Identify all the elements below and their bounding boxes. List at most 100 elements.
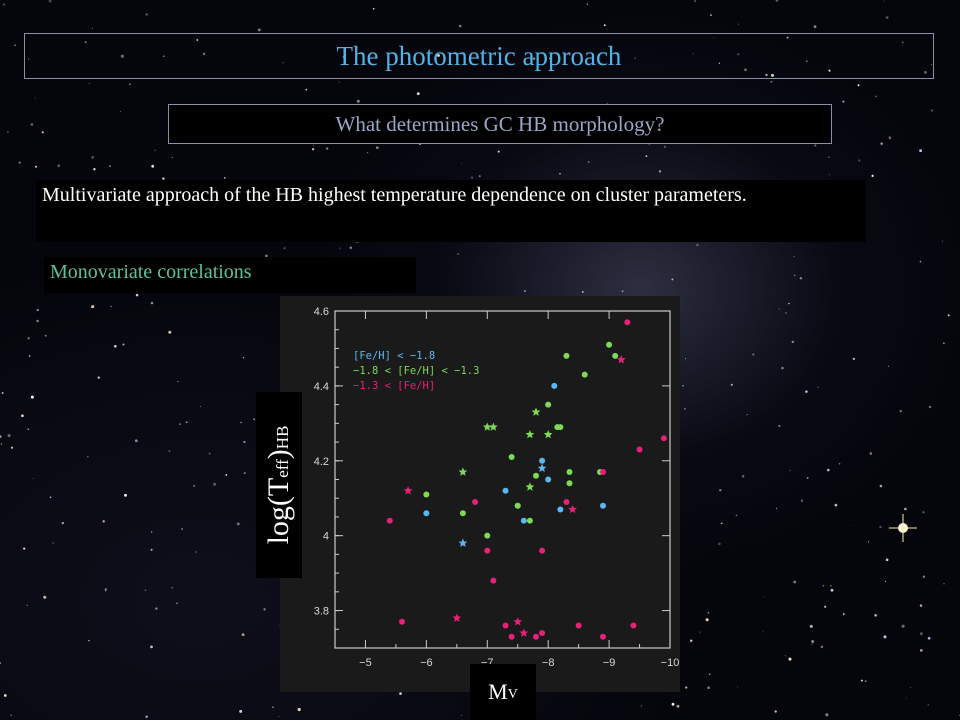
star: [10, 446, 14, 449]
legend-entry: [Fe/H] < −1.8: [353, 350, 435, 362]
star: [162, 55, 165, 57]
star: [842, 613, 845, 615]
data-point-star: [482, 422, 492, 431]
data-point: [533, 472, 539, 479]
data-point: [423, 491, 430, 498]
star: [185, 421, 188, 424]
star: [824, 605, 827, 608]
star: [168, 330, 172, 334]
star: [460, 715, 462, 716]
bright-star: [889, 514, 917, 542]
star: [762, 631, 764, 633]
star: [586, 3, 589, 5]
data-point: [600, 633, 606, 640]
star: [885, 558, 889, 562]
star: [61, 521, 64, 525]
star: [830, 585, 832, 587]
star: [145, 715, 148, 719]
star: [120, 54, 124, 58]
star: [102, 520, 105, 523]
data-point: [386, 517, 393, 524]
legend-entry: −1.8 < [Fe/H] < −1.3: [353, 365, 479, 377]
star: [203, 52, 206, 55]
star: [730, 383, 733, 386]
star: [135, 293, 139, 297]
star: [93, 168, 96, 171]
star: [394, 56, 397, 58]
star: [852, 357, 855, 361]
star: [834, 503, 838, 507]
data-point: [624, 319, 631, 326]
y-tick-label: 4.6: [314, 306, 329, 318]
star: [919, 261, 922, 263]
data-point: [563, 352, 570, 359]
data-point-star: [543, 429, 553, 439]
data-point-star: [531, 407, 541, 416]
data-point-star: [488, 422, 498, 431]
star: [902, 41, 904, 44]
data-point: [490, 577, 497, 584]
star: [692, 53, 694, 55]
scatter-chart: −5 −6 −7 −8 −9 −103.844.24.44.6 [Fe/H] < −1.8…: [314, 306, 680, 669]
y-axis-label-close: ): [262, 449, 295, 460]
star: [930, 109, 934, 112]
star: [21, 414, 24, 418]
star: [814, 144, 817, 147]
star: [867, 541, 870, 543]
x-axis-label-main: M: [488, 679, 508, 704]
star: [338, 81, 340, 83]
data-point: [502, 487, 509, 494]
star: [791, 340, 794, 344]
star: [129, 83, 131, 86]
star: [14, 44, 16, 47]
star: [685, 686, 688, 689]
x-tick-label: −5: [359, 657, 372, 669]
star: [671, 702, 675, 706]
slide-title: The photometric approach: [24, 33, 934, 79]
star: [853, 525, 855, 526]
data-point: [484, 532, 491, 539]
star: [640, 705, 642, 707]
star: [27, 428, 29, 430]
data-point: [539, 547, 546, 554]
star: [884, 580, 887, 582]
star: [124, 493, 127, 497]
star: [788, 302, 790, 305]
star: [91, 305, 95, 309]
star: [26, 604, 28, 606]
star: [171, 156, 173, 159]
star: [36, 319, 39, 323]
star: [806, 60, 808, 63]
data-point-star: [403, 486, 413, 495]
star: [883, 0, 885, 2]
star: [741, 475, 745, 478]
star: [924, 71, 927, 74]
star: [752, 353, 755, 356]
star: [532, 57, 536, 61]
star: [737, 686, 739, 688]
star: [737, 53, 740, 56]
data-point: [423, 510, 430, 517]
star: [943, 583, 945, 585]
star: [263, 608, 266, 611]
data-point: [563, 498, 570, 505]
star: [97, 376, 100, 379]
data-point-star: [525, 482, 535, 491]
star: [239, 709, 243, 713]
star: [28, 355, 31, 357]
star: [799, 277, 803, 280]
star: [720, 522, 723, 525]
star: [326, 147, 329, 150]
star: [84, 41, 87, 44]
star: [88, 639, 90, 642]
star: [820, 645, 824, 649]
star: [523, 290, 526, 292]
star: [784, 655, 786, 657]
star: [349, 246, 352, 249]
star: [253, 418, 256, 421]
data-point: [533, 633, 539, 640]
star: [683, 407, 686, 410]
data-point: [660, 435, 667, 442]
star: [416, 92, 420, 95]
